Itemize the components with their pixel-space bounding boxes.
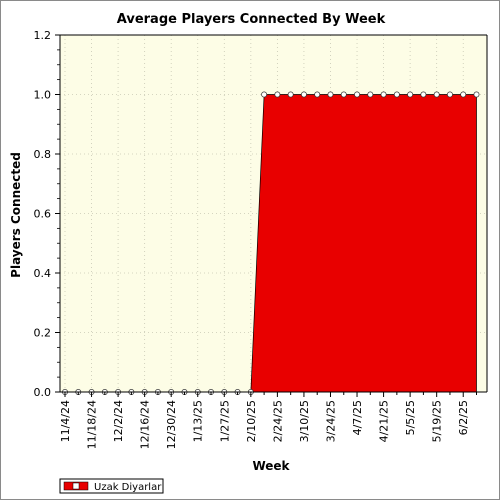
data-point — [300, 91, 307, 98]
y-tick-label: 0.8 — [34, 148, 52, 161]
y-axis-title: Players Connected — [9, 152, 23, 278]
x-axis-title: Week — [252, 459, 290, 473]
chart-title: Average Players Connected By Week — [117, 12, 386, 27]
data-point — [354, 91, 360, 98]
x-tick-label: 12/16/24 — [139, 400, 152, 449]
data-point — [433, 91, 440, 98]
data-point — [327, 91, 334, 98]
x-tick-label: 3/24/25 — [324, 400, 337, 442]
data-point — [447, 91, 453, 98]
data-point — [261, 91, 268, 98]
data-point — [407, 91, 414, 98]
x-tick-label: 1/27/25 — [218, 400, 231, 442]
x-tick-label: 2/10/25 — [245, 400, 258, 442]
data-point — [314, 91, 321, 98]
y-tick-label: 0.0 — [34, 386, 52, 399]
x-tick-label: 3/10/25 — [298, 400, 311, 442]
x-tick-label: 4/21/25 — [378, 400, 391, 442]
legend-marker-icon — [72, 482, 80, 490]
x-tick-label: 4/7/25 — [351, 400, 364, 435]
data-point — [420, 91, 427, 98]
y-tick-label: 1.0 — [34, 89, 52, 102]
y-tick-label: 1.2 — [34, 29, 52, 42]
data-point — [393, 91, 400, 98]
x-tick-label: 6/2/25 — [457, 400, 470, 435]
y-tick-label: 0.6 — [34, 208, 52, 221]
data-point — [274, 91, 281, 98]
x-axis-ticks: 11/4/24 11/18/24 12/2/24 12/16/24 12/30/24 1/… — [59, 392, 477, 449]
data-point — [340, 91, 347, 98]
x-tick-label: 12/2/24 — [112, 400, 125, 442]
x-tick-label: 2/24/25 — [271, 400, 284, 442]
data-point — [460, 91, 467, 98]
y-axis-ticks: 0.0 0.2 0.4 0.6 0.8 1.0 1.2 — [34, 29, 60, 399]
legend-label: Uzak Diyarlar — [94, 482, 162, 493]
x-tick-label: 11/4/24 — [59, 400, 72, 442]
data-point — [380, 91, 387, 98]
x-tick-label: 12/30/24 — [165, 400, 178, 449]
x-tick-label: 5/5/25 — [404, 400, 417, 435]
y-tick-label: 0.2 — [34, 327, 52, 340]
y-tick-label: 0.4 — [34, 267, 52, 280]
x-tick-label: 1/13/25 — [192, 400, 205, 442]
data-point — [367, 91, 374, 98]
x-tick-label: 11/18/24 — [86, 400, 99, 449]
data-point — [287, 91, 294, 98]
data-point — [473, 91, 480, 98]
legend: Uzak Diyarlar — [59, 478, 164, 494]
x-tick-label: 5/19/25 — [431, 400, 444, 442]
